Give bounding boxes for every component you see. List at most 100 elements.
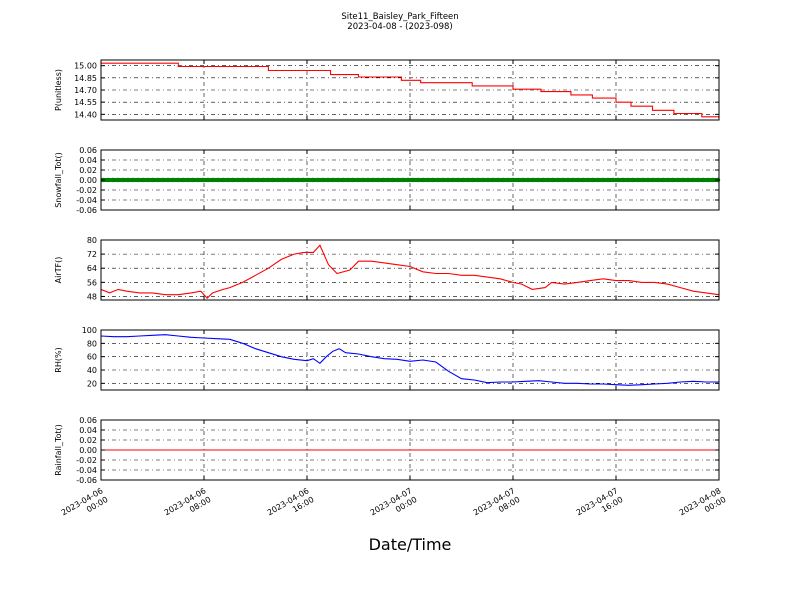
data-point — [330, 177, 336, 183]
chart-subtitle: 2023-04-08 - (2023-098) — [347, 22, 452, 32]
data-point — [355, 177, 361, 183]
data-point — [170, 177, 176, 183]
data-point — [305, 177, 311, 183]
data-point — [610, 177, 616, 183]
data-point — [265, 177, 271, 183]
data-point — [405, 177, 411, 183]
y-tick-label: 14.55 — [74, 98, 97, 107]
data-point — [425, 177, 431, 183]
data-point — [580, 177, 586, 183]
data-point — [450, 177, 456, 183]
data-point — [490, 177, 496, 183]
data-point — [395, 177, 401, 183]
series-line-4 — [101, 334, 719, 386]
data-point — [400, 177, 406, 183]
data-point — [340, 177, 346, 183]
y-tick-label: 14.70 — [74, 86, 97, 95]
data-point — [205, 177, 211, 183]
grid-1 — [100, 60, 720, 120]
data-point — [640, 177, 646, 183]
data-point — [475, 177, 481, 183]
data-point — [255, 177, 261, 183]
data-point — [555, 177, 561, 183]
y-tick-label: 0.02 — [79, 436, 97, 445]
data-point — [125, 177, 131, 183]
y-tick-label: 60 — [87, 353, 97, 362]
panel-1: 14.40 14.55 14.70 14.85 15.00 P(unitless) — [54, 59, 720, 121]
y-tick-label: 0.04 — [79, 156, 97, 165]
y-tick-label: 0.02 — [79, 166, 97, 175]
y-tick-label: 80 — [87, 236, 97, 245]
data-point — [320, 177, 326, 183]
y-tick-label: 0.06 — [79, 146, 97, 155]
data-point — [190, 177, 196, 183]
data-point — [235, 177, 241, 183]
data-point — [145, 177, 151, 183]
data-point — [360, 177, 366, 183]
data-point — [590, 177, 596, 183]
data-point — [505, 177, 511, 183]
y-tick-label: -0.02 — [76, 456, 97, 465]
data-point — [495, 177, 501, 183]
data-point — [385, 177, 391, 183]
data-point — [445, 177, 451, 183]
data-point — [160, 177, 166, 183]
data-point — [390, 177, 396, 183]
y-tick-label: 0.04 — [79, 426, 97, 435]
y-tick-label: 100 — [82, 326, 97, 335]
data-point — [575, 177, 581, 183]
data-point — [155, 177, 161, 183]
y-tick-label: 0.06 — [79, 416, 97, 425]
data-point — [350, 177, 356, 183]
data-point — [480, 177, 486, 183]
panels: 14.40 14.55 14.70 14.85 15.00 P(unitless) -0.0… — [54, 59, 721, 485]
data-point — [165, 177, 171, 183]
data-point — [595, 177, 601, 183]
data-point — [435, 177, 441, 183]
series-line-3 — [101, 244, 719, 299]
data-point — [515, 177, 521, 183]
data-point — [645, 177, 651, 183]
data-point — [180, 177, 186, 183]
y-tick-label: -0.04 — [76, 196, 97, 205]
data-point — [430, 177, 436, 183]
y-tick-label: 14.40 — [74, 110, 97, 119]
data-point — [105, 177, 111, 183]
data-point — [260, 177, 266, 183]
data-point — [465, 177, 471, 183]
data-point — [525, 177, 531, 183]
data-point — [460, 177, 466, 183]
panel-3: 48 56 64 72 80 AirTF() — [54, 236, 720, 301]
data-point — [470, 177, 476, 183]
y-tick-label: 20 — [87, 379, 97, 388]
data-point — [210, 177, 216, 183]
data-point — [195, 177, 201, 183]
data-point — [285, 177, 291, 183]
data-point — [410, 177, 416, 183]
data-point — [670, 177, 676, 183]
data-point — [270, 177, 276, 183]
data-point — [370, 177, 376, 183]
y-tick-label: -0.06 — [76, 206, 97, 215]
y-tick-label: 0.00 — [79, 176, 97, 185]
data-point — [705, 177, 711, 183]
data-point — [675, 177, 681, 183]
data-point — [230, 177, 236, 183]
data-point — [130, 177, 136, 183]
data-point — [570, 177, 576, 183]
x-axis-label: Date/Time — [369, 535, 452, 554]
data-point — [220, 177, 226, 183]
data-point — [300, 177, 306, 183]
data-point — [605, 177, 611, 183]
data-point — [485, 177, 491, 183]
series-line-1 — [101, 62, 719, 118]
y-axis-label: Rainfall_Tot() — [54, 424, 63, 476]
data-point — [700, 177, 706, 183]
data-point — [535, 177, 541, 183]
data-point — [415, 177, 421, 183]
data-point — [690, 177, 696, 183]
data-point — [630, 177, 636, 183]
data-point — [245, 177, 251, 183]
data-point — [600, 177, 606, 183]
